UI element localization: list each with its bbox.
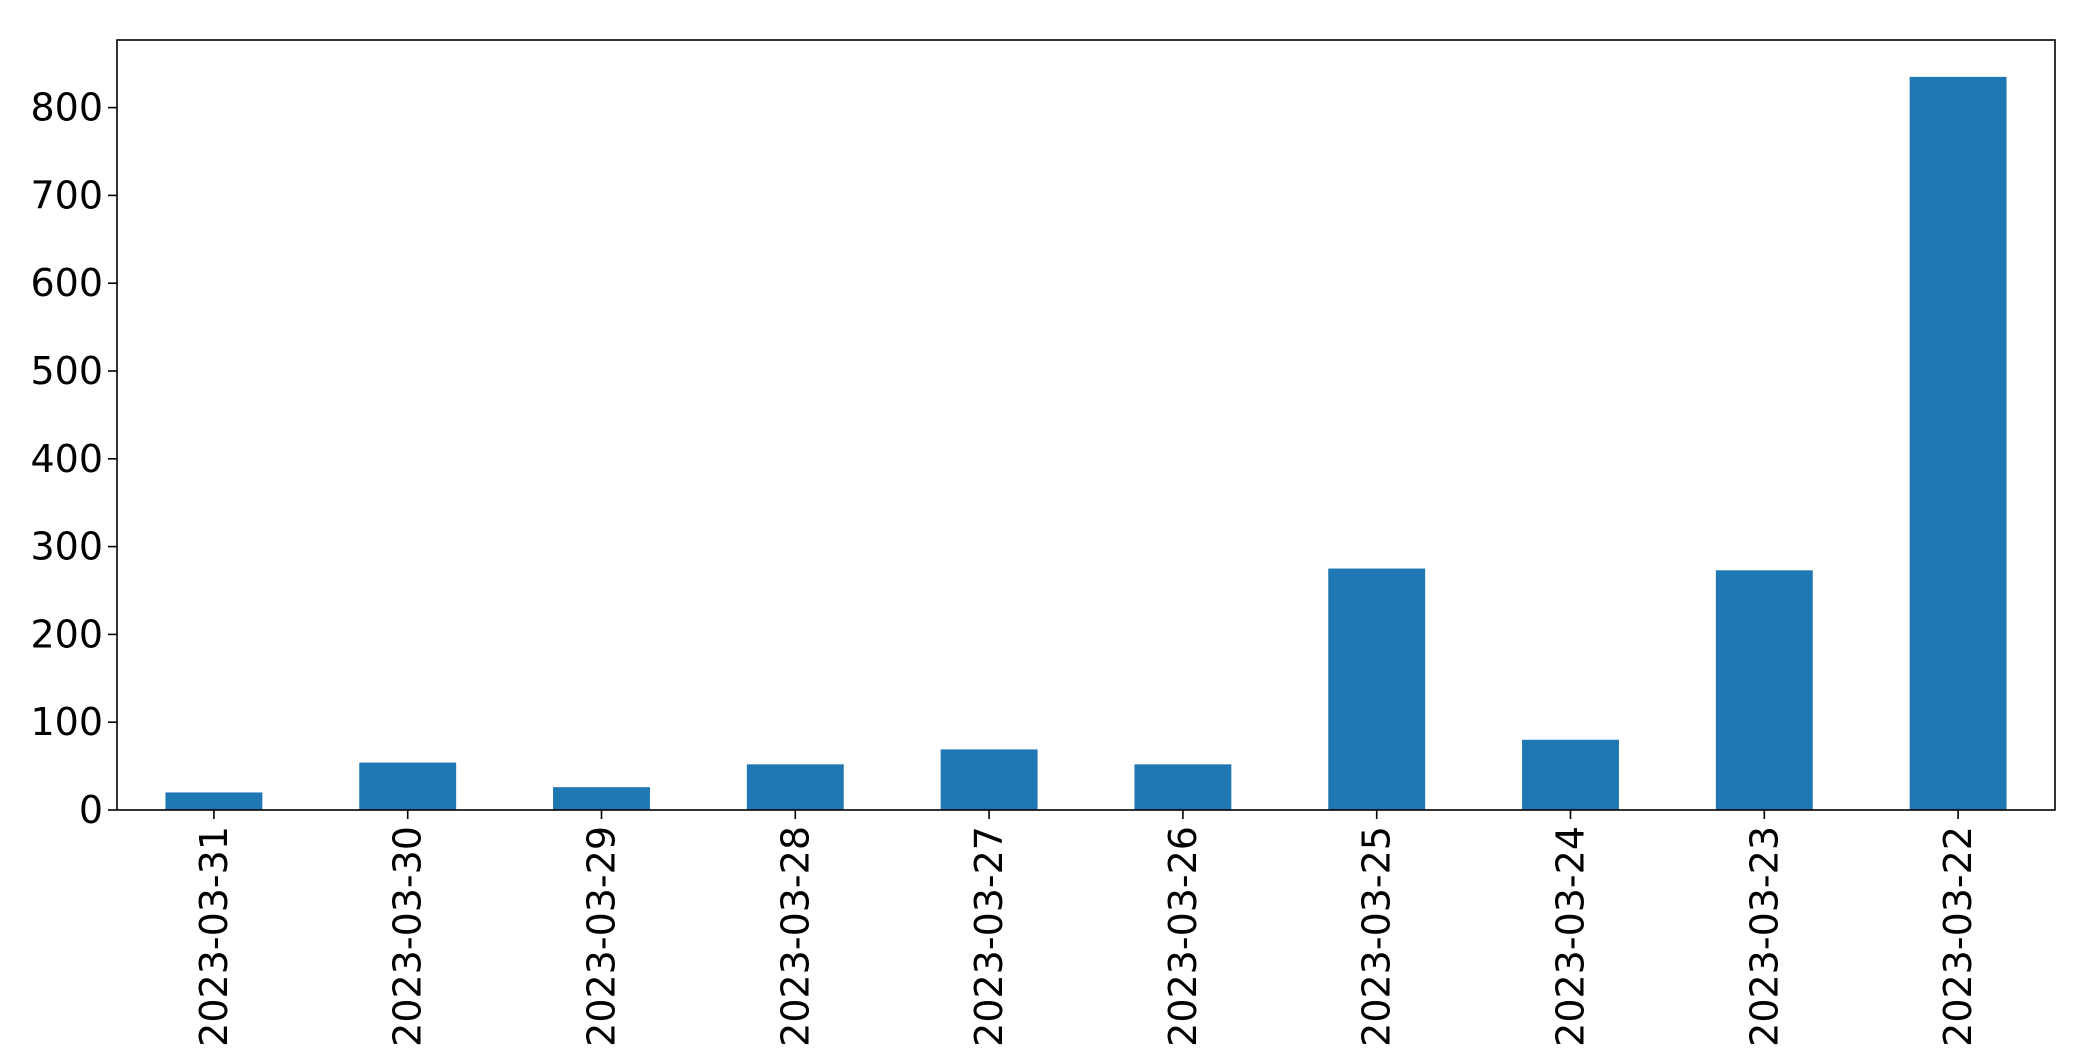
bar-2023-03-29 <box>553 787 650 810</box>
x-tick-label: 2023-03-22 <box>1936 826 1980 1047</box>
y-tick-label: 700 <box>30 173 103 217</box>
bar-2023-03-31 <box>165 792 263 810</box>
y-axis: 0 100 200 300 400 500 600 700 800 <box>30 86 117 832</box>
y-tick-label: 400 <box>30 437 103 481</box>
bar-2023-03-30 <box>359 762 457 810</box>
y-tick-label: 300 <box>30 525 103 569</box>
x-tick-label: 2023-03-27 <box>967 826 1011 1047</box>
bars-layer <box>165 76 2007 810</box>
x-tick-label: 2023-03-25 <box>1355 826 1399 1047</box>
y-tick-label: 0 <box>79 788 103 832</box>
x-tick-label: 2023-03-26 <box>1161 826 1205 1047</box>
plot-frame <box>116 39 2056 811</box>
y-tick-label: 500 <box>30 349 103 393</box>
bar-2023-03-23 <box>1715 570 1813 810</box>
x-tick-label: 2023-03-29 <box>580 826 624 1047</box>
x-tick-label: 2023-03-28 <box>773 826 817 1047</box>
bar-2023-03-25 <box>1328 568 1426 810</box>
x-axis: 2023-03-31 2023-03-30 2023-03-29 2023-03-28… <box>192 810 1980 1047</box>
x-tick-label: 2023-03-23 <box>1742 826 1786 1047</box>
bar-2023-03-24 <box>1522 739 1619 810</box>
y-tick-label: 200 <box>30 612 103 656</box>
y-tick-label: 800 <box>30 86 103 130</box>
bar-2023-03-27 <box>940 749 1038 810</box>
x-tick-label: 2023-03-30 <box>386 826 430 1047</box>
bar-2023-03-22 <box>1909 76 2007 810</box>
x-tick-label: 2023-03-31 <box>192 826 236 1047</box>
bar-2023-03-26 <box>1134 764 1232 810</box>
bar-2023-03-28 <box>746 764 844 810</box>
x-tick-label: 2023-03-24 <box>1549 826 1593 1047</box>
y-tick-label: 600 <box>30 261 103 305</box>
y-tick-label: 100 <box>30 700 103 744</box>
